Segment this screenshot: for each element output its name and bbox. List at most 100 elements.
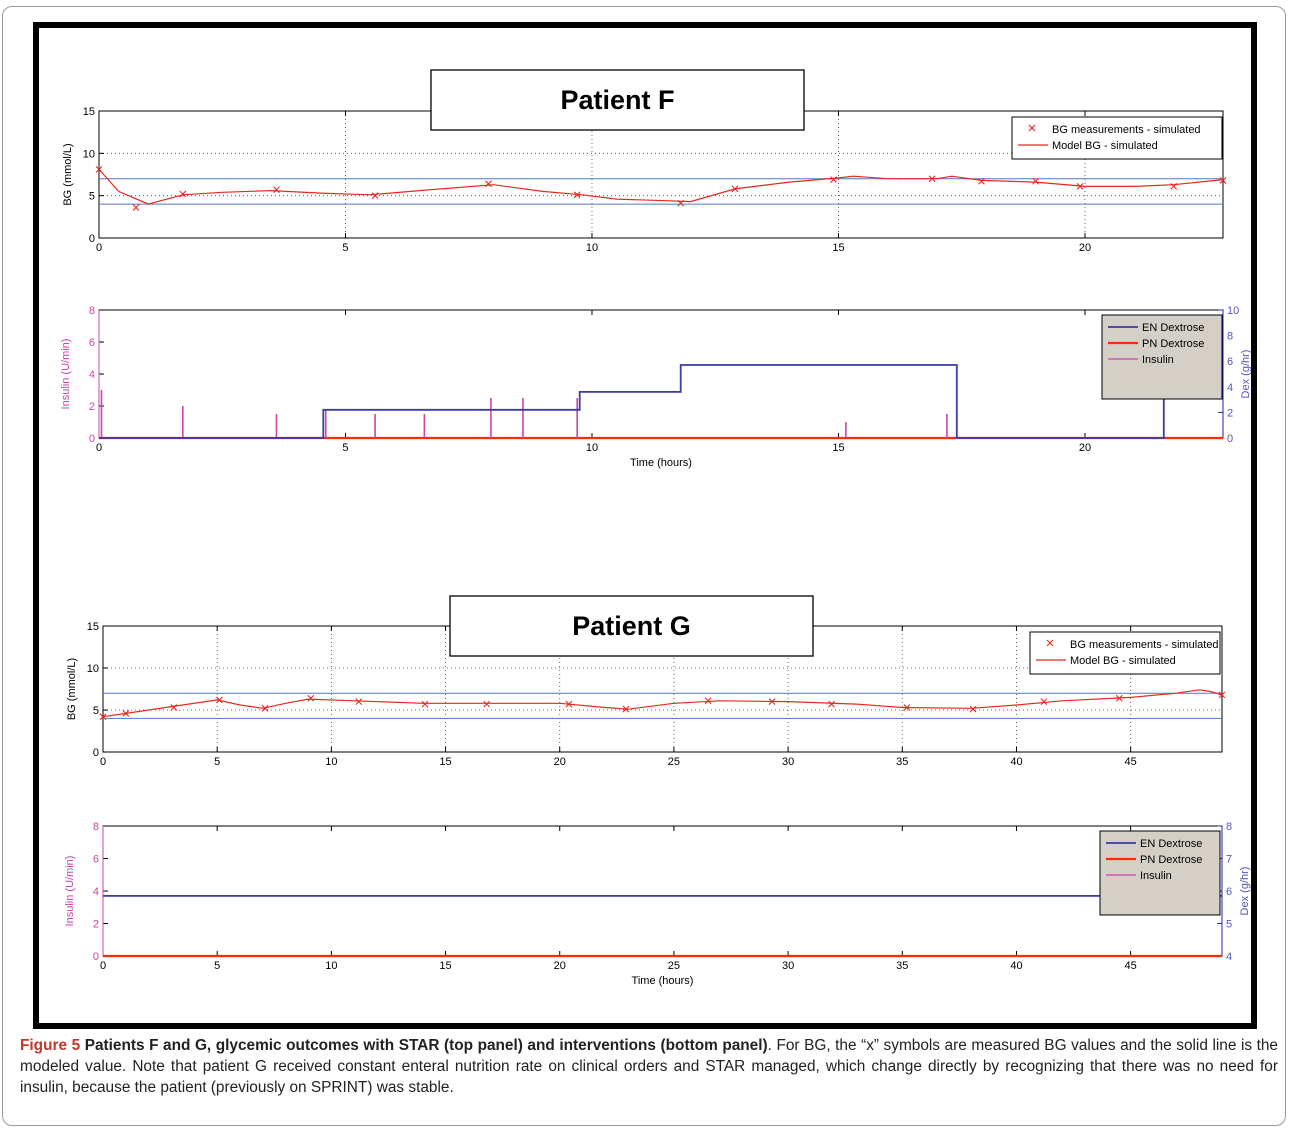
model-bg-line: [98, 168, 1224, 205]
bg-measurement-cross-stroke: [170, 704, 178, 711]
y-axis-label-left: Insulin (U/min): [60, 339, 72, 410]
y-tick-label: 15: [83, 106, 95, 118]
bg-measurement-cross-stroke: [216, 696, 223, 704]
x-tick-label: 20: [554, 756, 566, 768]
x-tick-label: 30: [782, 960, 794, 972]
x-tick-label: 45: [1125, 756, 1137, 768]
x-tick-label: 40: [1010, 756, 1022, 768]
bg-measurement-point: [1032, 177, 1040, 185]
y-tick-label: 4: [93, 886, 99, 898]
bg-measurement-point: [485, 180, 492, 188]
patient-label-text: Patient G: [572, 611, 691, 641]
bg-measurement-cross-stroke: [1046, 639, 1054, 647]
y-tick-label: 15: [87, 621, 99, 633]
x-tick-label: 20: [1079, 442, 1091, 454]
bg-measurement-point: [1170, 182, 1178, 190]
patient-label-box: [449, 595, 814, 657]
right-y-tick-label: 4: [1226, 951, 1232, 963]
bg-measurement-point: [928, 175, 936, 183]
legend-entry-label: PN Dextrose: [1142, 338, 1204, 350]
bg-measurement-cross-stroke: [483, 700, 491, 708]
bg-measurement-point: [565, 700, 573, 708]
legend-entry-label: PN Dextrose: [1140, 854, 1202, 866]
x-tick-label: 10: [586, 442, 598, 454]
legend-entry-label: BG measurements - simulated: [1052, 124, 1201, 136]
y-tick-label: 0: [89, 433, 95, 445]
bg-measurement-cross-stroke: [622, 705, 630, 713]
legend-box: [1101, 314, 1223, 400]
x-tick-label: 20: [1079, 242, 1091, 254]
right-y-tick-label: 6: [1227, 356, 1233, 368]
caption-figure-label: Figure 5: [20, 1037, 81, 1054]
bg-measurement-cross-stroke: [978, 177, 985, 185]
x-tick-label: 5: [214, 960, 220, 972]
bg-measurement-cross-stroke: [1040, 698, 1048, 705]
x-tick-label: 15: [832, 242, 844, 254]
bg-measurement-point: [122, 709, 130, 717]
right-y-tick-label: 5: [1226, 919, 1232, 931]
bg-measurement-cross-stroke: [969, 705, 977, 713]
bg-measurement-point: [170, 704, 178, 711]
y-tick-label: 2: [89, 401, 95, 413]
x-tick-label: 10: [325, 756, 337, 768]
y-axis-label-left: Insulin (U/min): [64, 856, 76, 927]
legend-box: [1011, 116, 1223, 160]
y-axis-label: BG (mmol/L): [66, 658, 78, 720]
y-tick-label: 2: [93, 919, 99, 931]
bg-measurement-cross-stroke: [903, 704, 911, 711]
model-bg-line: [102, 689, 1223, 718]
bg-measurement-cross-stroke: [371, 192, 379, 200]
bg-measurement-point: [1218, 691, 1226, 699]
bg-measurement-cross-stroke: [99, 713, 107, 721]
bg-measurement-cross-stroke: [261, 704, 269, 712]
x-tick-label: 40: [1010, 960, 1022, 972]
bg-measurement-cross-stroke: [1170, 182, 1178, 190]
bg-measurement-point: [1076, 182, 1084, 190]
bg-measurement-point: [99, 713, 107, 721]
x-tick-label: 30: [782, 756, 794, 768]
y-tick-label: 5: [93, 705, 99, 717]
bg-measurement-cross-stroke: [928, 175, 936, 183]
bg-measurement-point: [830, 176, 837, 183]
bg-measurement-point: [828, 700, 835, 708]
caption-body: . For BG, the “x” symbols are measured B…: [20, 1037, 1278, 1096]
x-tick-label: 10: [586, 242, 598, 254]
bg-measurement-point: [978, 177, 985, 185]
x-tick-label: 10: [325, 960, 337, 972]
bg-measurement-cross-stroke: [1115, 694, 1123, 702]
bg-measurement-point: [768, 698, 776, 705]
y-tick-label: 10: [87, 663, 99, 675]
bg-measurement-cross-stroke: [421, 700, 429, 708]
legend-entry-label: Insulin: [1140, 870, 1172, 882]
bg-measurement-cross-stroke: [307, 694, 315, 702]
bg-measurement-cross-stroke: [1076, 182, 1084, 190]
bg-measurement-cross-stroke: [731, 185, 739, 193]
figure-caption: Figure 5 Patients F and G, glycemic outc…: [20, 1035, 1278, 1098]
x-tick-label: 5: [342, 242, 348, 254]
right-y-tick-label: 4: [1227, 382, 1233, 394]
y-tick-label: 10: [83, 148, 95, 160]
x-tick-label: 15: [439, 960, 451, 972]
bg-measurement-cross-stroke: [677, 199, 685, 207]
right-y-tick-label: 10: [1227, 305, 1239, 317]
bg-measurement-point: [355, 698, 363, 705]
x-tick-label: 35: [896, 960, 908, 972]
bg-measurement-point: [273, 186, 280, 194]
legend-marker-cross: [1046, 639, 1054, 647]
x-tick-label: 0: [96, 242, 102, 254]
caption-title: Patients F and G, glycemic outcomes with…: [84, 1037, 768, 1054]
en-dextrose-line: [99, 364, 1223, 439]
y-axis-label: BG (mmol/L): [62, 143, 74, 205]
bg-measurement-point: [573, 191, 581, 199]
x-tick-label: 25: [668, 756, 680, 768]
plot-axes-box: [98, 309, 1224, 439]
legend-entry-label: EN Dextrose: [1140, 838, 1202, 850]
y-axis-label-right: Dex (g/hr): [1240, 350, 1251, 399]
bg-measurement-cross-stroke: [1032, 177, 1040, 185]
bg-measurement-point: [622, 705, 630, 713]
bg-measurement-point: [704, 697, 712, 705]
right-y-tick-label: 8: [1227, 331, 1233, 343]
right-y-tick-label: 0: [1227, 433, 1233, 445]
bg-measurement-cross-stroke: [828, 700, 835, 708]
x-tick-label: 35: [896, 756, 908, 768]
